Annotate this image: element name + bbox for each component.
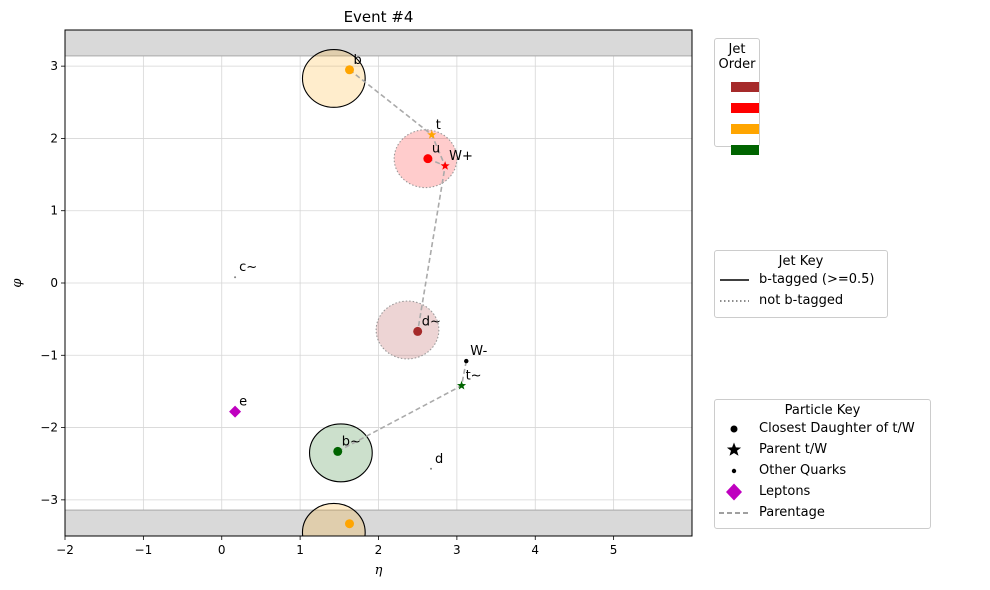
- jet-order-title: Jet Order: [718, 42, 756, 72]
- jet-order-item: [731, 118, 759, 139]
- x-axis-label: η: [375, 563, 383, 578]
- dotted-line-icon: [720, 299, 749, 302]
- jet-order-swatches: [715, 72, 759, 160]
- jet-circle: [375, 300, 440, 360]
- jet-order-item: [731, 76, 759, 97]
- jet-color-swatch: [731, 144, 759, 155]
- jet-key-btagged-row: b-tagged (>=0.5): [715, 269, 887, 290]
- particle-label: d: [435, 452, 443, 467]
- y-tick-label: 1: [50, 204, 58, 218]
- y-tick-label: 2: [50, 131, 58, 145]
- particle-daughter-marker: [345, 65, 355, 75]
- jet-key-btagged-label: b-tagged (>=0.5): [759, 272, 875, 287]
- x-tick-label: 5: [610, 543, 618, 557]
- particle-daughter-marker: [413, 326, 423, 336]
- particle-parent-marker: [457, 380, 467, 390]
- y-tick-label: 0: [50, 276, 58, 290]
- chart-title: Event #4: [344, 8, 414, 26]
- jet-order-legend: Jet Order: [714, 38, 760, 155]
- particle-label: d~: [422, 314, 441, 329]
- x-tick-label: 3: [453, 543, 461, 557]
- particle-label: u: [432, 142, 440, 157]
- particle-key-daughter-row: Closest Daughter of t/W: [715, 418, 930, 439]
- x-tick-label: 2: [375, 543, 383, 557]
- particle-key-parent-row: Parent t/W: [715, 439, 930, 460]
- jet-circle: [301, 502, 366, 536]
- particle-label: b: [354, 53, 362, 68]
- jet-color-swatch: [731, 123, 759, 134]
- particle-label: W-: [470, 344, 487, 359]
- jet-order-item: [731, 97, 759, 118]
- particle-label: b~: [342, 434, 361, 449]
- particle-daughter-marker: [333, 446, 343, 456]
- x-tick-label: 4: [531, 543, 539, 557]
- particle-key-quark-label: Other Quarks: [759, 463, 847, 478]
- particle-key-quark-row: Other Quarks: [715, 460, 930, 481]
- jet-key-not-btagged-label: not b-tagged: [759, 293, 844, 308]
- particle-label: W+: [449, 149, 473, 164]
- star-marker-icon: [726, 442, 742, 456]
- solid-line-icon: [720, 278, 749, 281]
- jet-key-title: Jet Key: [778, 254, 824, 269]
- x-tick-label: −2: [56, 543, 74, 557]
- particle-label: t~: [466, 369, 482, 384]
- jet-key-legend: Jet Key b-tagged (>=0.5) not b-tagged: [714, 250, 888, 318]
- y-tick-label: 3: [50, 59, 58, 73]
- jet-circle: [301, 48, 366, 108]
- particle-key-parentage-row: Parentage: [715, 502, 930, 523]
- dot-marker-icon: [731, 468, 737, 473]
- particle-key-lepton-row: Leptons: [715, 481, 930, 502]
- particle-key-parent-label: Parent t/W: [759, 442, 828, 457]
- phi-wrap-band: [65, 509, 692, 536]
- particle-label: e: [239, 395, 247, 410]
- plot-area: b tu W+ d~ W-t~ b~ c~ d e: [65, 30, 692, 536]
- y-tick-label: −2: [40, 421, 58, 435]
- x-tick-label: 0: [218, 543, 226, 557]
- jet-color-swatch: [731, 102, 759, 113]
- particle-parent-marker: [427, 130, 437, 139]
- diamond-marker-icon: [726, 483, 742, 500]
- jet-color-swatch: [731, 81, 759, 92]
- y-tick-label: −3: [40, 493, 58, 507]
- phi-wrap-band: [65, 30, 692, 57]
- particle-lepton-marker: [229, 405, 242, 418]
- particle-parent-marker: [440, 161, 450, 170]
- parentage-line: [349, 69, 446, 332]
- particle-key-daughter-label: Closest Daughter of t/W: [759, 421, 915, 436]
- particle-label: t: [436, 118, 441, 133]
- jet-key-not-btagged-row: not b-tagged: [715, 290, 887, 311]
- particle-quark-marker: [464, 358, 469, 364]
- particle-key-title: Particle Key: [784, 403, 861, 418]
- jet-order-item: [731, 139, 759, 160]
- x-tick-label: −1: [135, 543, 153, 557]
- y-axis-label: φ: [10, 278, 25, 288]
- particle-key-lepton-label: Leptons: [759, 484, 811, 499]
- particle-label: c~: [239, 260, 257, 275]
- particle-key-legend: Particle Key Closest Daughter of t/W Par…: [714, 399, 931, 529]
- particle-daughter-marker: [345, 519, 355, 529]
- dashed-line-icon: [719, 511, 748, 514]
- circle-marker-icon: [730, 425, 738, 432]
- particle-quark-marker: [234, 276, 237, 279]
- y-tick-label: −1: [40, 348, 58, 362]
- particle-quark-marker: [430, 467, 433, 470]
- particle-key-parentage-label: Parentage: [759, 505, 825, 520]
- particle-daughter-marker: [423, 154, 433, 164]
- x-tick-label: 1: [296, 543, 304, 557]
